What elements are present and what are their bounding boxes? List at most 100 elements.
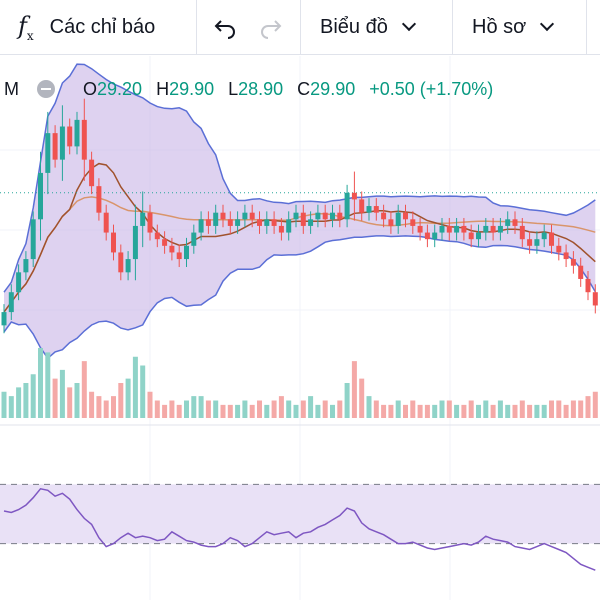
- volume-bar: [351, 361, 357, 418]
- volume-bar: [519, 400, 525, 418]
- candle-body: [570, 259, 576, 266]
- candle-body: [381, 212, 387, 220]
- candle-body: [257, 219, 262, 226]
- candle-body: [373, 206, 379, 213]
- redo-button[interactable]: [258, 0, 284, 54]
- candle-body: [549, 232, 554, 246]
- volume-bar: [147, 391, 153, 418]
- candle-body: [337, 212, 343, 220]
- volume-bar: [271, 400, 277, 418]
- candle-body: [446, 225, 452, 233]
- rsi-band-fill: [0, 484, 600, 544]
- candle-body: [278, 225, 284, 233]
- candle-body: [81, 119, 87, 160]
- volume-bar: [1, 391, 7, 418]
- candle-body: [118, 252, 124, 273]
- undo-button[interactable]: [212, 0, 238, 54]
- volume-bar: [359, 378, 365, 418]
- candle-body: [184, 245, 189, 260]
- open-label: O: [83, 78, 98, 99]
- volume-bar: [132, 356, 138, 418]
- candle-body: [483, 225, 489, 233]
- top-toolbar: fx Các chỉ báo Biểu đồ Hồ sơ: [0, 0, 600, 55]
- volume-bar: [205, 400, 211, 418]
- candle-body: [169, 245, 175, 253]
- candle-body: [541, 232, 547, 240]
- candle-body: [454, 225, 460, 233]
- candle-body: [103, 212, 109, 233]
- candle-body: [191, 232, 197, 246]
- toolbar-divider: [300, 0, 301, 54]
- high-value: 29.90: [169, 78, 215, 99]
- ma-long-line: [3, 196, 596, 313]
- bollinger-lower-line: [3, 235, 596, 360]
- volume-bar: [527, 404, 533, 418]
- volume-bar: [395, 400, 401, 418]
- ma-short-line: [3, 162, 596, 313]
- volume-bar: [366, 396, 372, 418]
- candle-body: [59, 126, 65, 160]
- volume-bar: [439, 400, 445, 418]
- candle-body: [23, 259, 29, 273]
- volume-bar: [257, 400, 262, 418]
- candle-body: [461, 225, 467, 233]
- volume-bar: [81, 361, 87, 418]
- candle-body: [417, 225, 423, 233]
- indicators-button[interactable]: fx Các chỉ báo: [18, 0, 155, 54]
- volume-bar: [417, 404, 423, 418]
- volume-bar: [432, 404, 438, 418]
- function-icon: fx: [18, 11, 34, 43]
- volume-bar: [585, 396, 591, 418]
- volume-bar: [103, 400, 109, 418]
- volume-bar: [534, 404, 540, 418]
- profile-menu-button[interactable]: Hồ sơ: [472, 0, 555, 54]
- low-value: 28.90: [238, 78, 284, 99]
- volume-bar: [592, 391, 598, 418]
- candle-body: [439, 225, 445, 233]
- candle-body: [322, 212, 328, 220]
- candle-body: [154, 232, 160, 240]
- high-label: H: [156, 78, 170, 99]
- open-value: 29.20: [97, 78, 143, 99]
- undo-icon: [214, 20, 235, 39]
- rsi-line: [3, 487, 596, 571]
- candle-body: [585, 278, 591, 293]
- volume-bar: [118, 383, 124, 418]
- volume-bar: [410, 400, 416, 418]
- candle-body: [30, 219, 36, 260]
- change-value: +0.50 (+1.70%): [369, 78, 494, 99]
- candle-body: [563, 252, 569, 260]
- ohlc-legend: M O 29.20 H 29.90 L 28.90 C 29.90 +0.50 …: [0, 76, 493, 102]
- candle-body: [205, 219, 211, 226]
- candle-body: [249, 212, 255, 220]
- toolbar-divider: [196, 0, 197, 54]
- volume-bar: [59, 369, 65, 418]
- volume-bar: [249, 404, 255, 418]
- candle-body: [424, 232, 430, 240]
- candle-body: [293, 212, 299, 220]
- indicators-label: Các chỉ báo: [49, 15, 156, 38]
- candle-body: [519, 225, 525, 240]
- volume-bar: [220, 404, 226, 418]
- volume-bar: [293, 404, 299, 418]
- volume-bar: [570, 400, 576, 418]
- volume-bar: [227, 404, 233, 418]
- volume-bar: [468, 400, 474, 418]
- candle-body: [176, 252, 182, 260]
- candle-body: [410, 219, 416, 226]
- volume-bar: [242, 400, 248, 418]
- volume-bar: [330, 404, 335, 418]
- candle-body: [359, 199, 365, 213]
- profile-menu-label: Hồ sơ: [472, 15, 527, 38]
- volume-bar: [16, 387, 22, 418]
- chart-menu-button[interactable]: Biểu đồ: [320, 0, 416, 54]
- redo-icon: [261, 20, 282, 39]
- candle-body: [271, 219, 277, 226]
- volume-bar: [556, 400, 562, 418]
- candle-body: [286, 219, 292, 233]
- volume-bar: [461, 404, 467, 418]
- candle-body: [162, 239, 168, 246]
- volume-bar: [446, 400, 452, 418]
- collapse-legend-icon[interactable]: [37, 80, 55, 98]
